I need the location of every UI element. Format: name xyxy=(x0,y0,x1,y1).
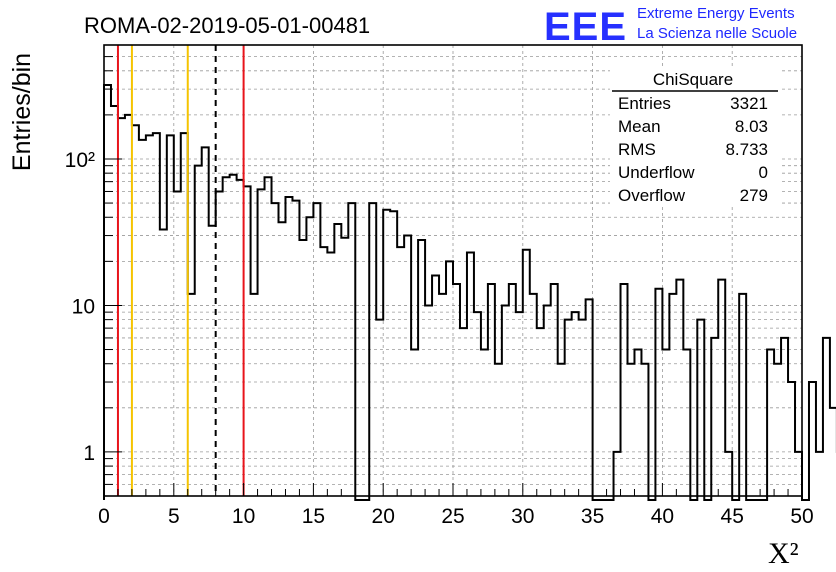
stats-value-mean: 8.03 xyxy=(735,117,768,136)
y-axis-title: Entries/bin xyxy=(8,53,36,171)
eee-logo: EEE Extreme Energy Events La Scienza nel… xyxy=(544,5,797,49)
stats-value-rms: 8.733 xyxy=(725,140,768,159)
histogram-layer xyxy=(103,83,836,501)
axis-ticks-layer xyxy=(103,44,803,497)
logo-line-2: La Scienza nelle Scuole xyxy=(637,25,797,42)
stats-label-entries: Entries xyxy=(618,94,671,113)
x-tick-label: 10 xyxy=(232,505,255,528)
logo-mark: EEE xyxy=(544,5,627,49)
histogram-step-line xyxy=(103,83,836,501)
x-tick-label: 15 xyxy=(302,505,325,528)
stats-box-title: ChiSquare xyxy=(653,70,733,89)
x-tick-label: 35 xyxy=(581,505,604,528)
y-tick-label: 10² xyxy=(65,149,95,172)
run-title: ROMA-02-2019-05-01-00481 xyxy=(84,13,370,38)
tick-labels-layer: 0 5 10 15 20 25 30 35 40 45 50 1 10 10² xyxy=(65,149,814,528)
stats-label-overflow: Overflow xyxy=(618,186,686,205)
y-tick-label: 10 xyxy=(72,295,95,318)
stats-label-underflow: Underflow xyxy=(618,163,695,182)
x-axis-title: X² xyxy=(768,537,799,570)
y-tick-label: 1 xyxy=(83,442,95,465)
reference-lines-layer xyxy=(116,45,245,496)
x-tick-label: 20 xyxy=(372,505,395,528)
stats-label-rms: RMS xyxy=(618,140,656,159)
x-tick-label: 40 xyxy=(651,505,674,528)
x-tick-label: 30 xyxy=(511,505,534,528)
x-tick-label: 50 xyxy=(790,505,813,528)
stats-value-entries: 3321 xyxy=(730,94,768,113)
logo-line-1: Extreme Energy Events xyxy=(637,5,795,22)
x-tick-label: 45 xyxy=(721,505,744,528)
stats-value-overflow: 279 xyxy=(740,186,768,205)
stats-value-underflow: 0 xyxy=(759,163,768,182)
stats-label-mean: Mean xyxy=(618,117,661,136)
x-tick-label: 25 xyxy=(441,505,464,528)
stats-box: ChiSquare Entries 3321 Mean 8.03 RMS 8.7… xyxy=(610,67,780,207)
x-tick-label: 0 xyxy=(98,505,110,528)
x-tick-label: 5 xyxy=(168,505,180,528)
